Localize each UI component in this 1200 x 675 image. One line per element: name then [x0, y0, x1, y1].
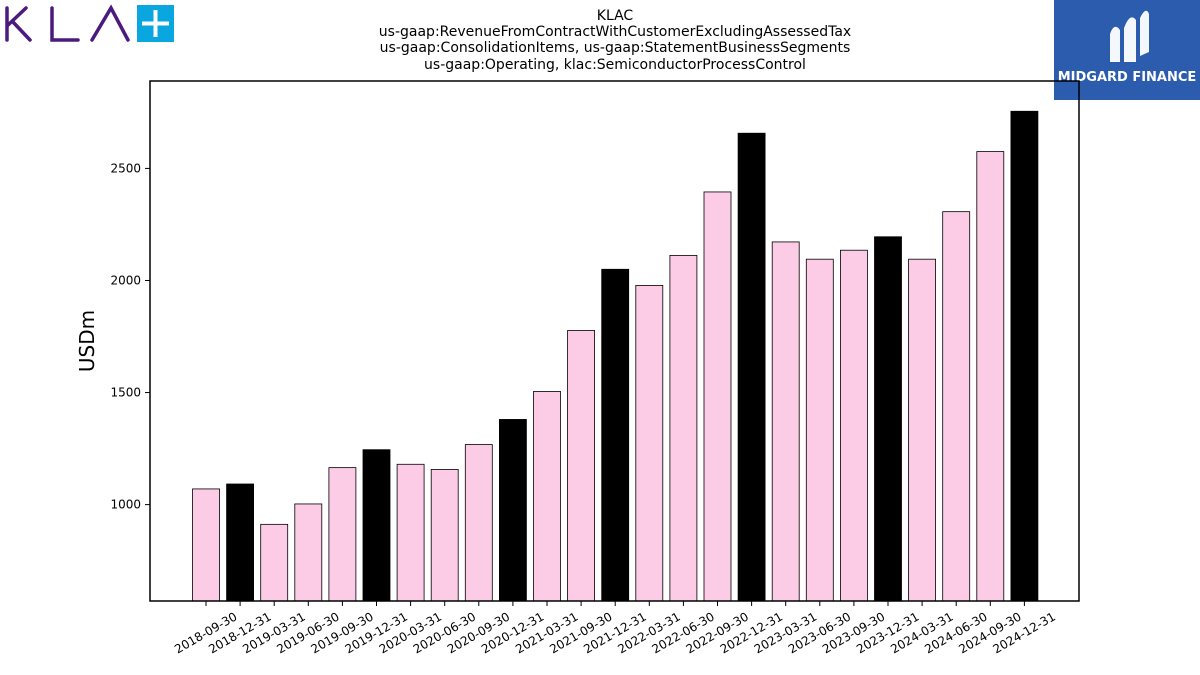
- y-tick-label: 1000: [110, 498, 141, 512]
- y-tick-label: 2500: [110, 161, 141, 175]
- y-tick-label: 1500: [110, 386, 141, 400]
- bar-2022-09-30: [703, 191, 732, 602]
- bar-2020-06-30: [430, 469, 459, 602]
- bar-2023-12-31: [874, 236, 902, 602]
- y-axis-label: USDm: [75, 310, 99, 372]
- bar-2022-12-31: [737, 132, 766, 602]
- title-line-1: KLAC: [597, 8, 634, 24]
- bars-group: [192, 110, 1039, 602]
- bar-2020-03-31: [396, 463, 425, 602]
- bar-2020-12-31: [498, 419, 527, 602]
- title-line-4: us-gaap:Operating, klac:SemiconductorPro…: [424, 57, 806, 73]
- bar-2024-12-31: [1010, 110, 1039, 602]
- bar-2018-12-31: [226, 483, 255, 602]
- bar-2022-06-30: [669, 254, 698, 602]
- bar-2024-03-31: [908, 258, 936, 602]
- bar-2023-09-30: [840, 249, 868, 602]
- bar-2019-09-30: [328, 467, 357, 602]
- bar-2024-09-30: [976, 151, 1005, 602]
- title-line-2: us-gaap:RevenueFromContractWithCustomerE…: [379, 24, 851, 40]
- bar-2021-12-31: [601, 268, 630, 602]
- bar-2018-09-30: [192, 488, 220, 602]
- bar-2019-12-31: [362, 449, 391, 602]
- bar-2021-03-31: [533, 391, 561, 602]
- bar-2021-09-30: [567, 330, 595, 602]
- title-line-3: us-gaap:ConsolidationItems, us-gaap:Stat…: [380, 40, 851, 56]
- chart-title: KLAC us-gaap:RevenueFromContractWithCust…: [379, 8, 851, 73]
- x-ticks-group: 2018-09-302018-12-312019-03-312019-06-30…: [172, 601, 1058, 656]
- bar-2023-06-30: [805, 258, 834, 602]
- bar-2023-03-31: [771, 241, 800, 602]
- bar-2022-03-31: [635, 285, 664, 602]
- plot-frame: [149, 80, 1080, 602]
- kla-logo: [5, 4, 174, 42]
- bar-2024-06-30: [942, 211, 971, 602]
- midgard-logo: MIDGARD FINANCE: [1054, 0, 1200, 100]
- bar-2019-03-31: [260, 523, 289, 602]
- bar-2020-09-30: [464, 444, 493, 602]
- y-ticks-group: 1000 1500 2000 2500: [110, 161, 150, 512]
- y-tick-label: 2000: [110, 273, 141, 287]
- midgard-logo-text: MIDGARD FINANCE: [1058, 70, 1197, 85]
- bar-2019-06-30: [294, 503, 323, 602]
